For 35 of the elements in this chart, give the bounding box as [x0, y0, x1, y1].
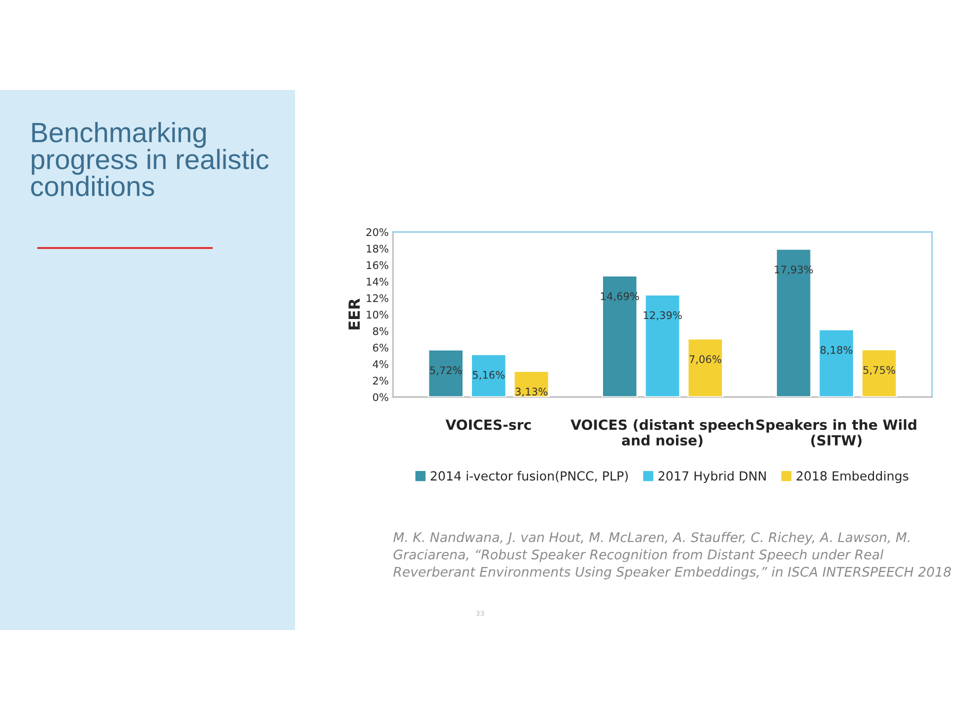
bar [776, 248, 812, 397]
x-tick-label: VOICES (distant speech and noise) [570, 419, 754, 448]
data-label: 5,72% [430, 366, 462, 376]
y-tick-label: 10% [366, 310, 388, 319]
y-tick-label: 16% [366, 261, 388, 270]
y-tick-label: 0% [372, 393, 388, 402]
bar [687, 338, 724, 397]
text: Benchmarking progress in realistic conditions [31, 122, 269, 196]
y-tick-label: 18% [366, 244, 388, 253]
data-label: 3,13% [516, 388, 548, 397]
data-label: 5,75% [863, 366, 896, 375]
bar [861, 348, 898, 397]
bar [818, 328, 854, 397]
data-label: 7,06% [690, 355, 722, 364]
y-tick-label: 20% [366, 228, 388, 236]
data-label: 5,16% [472, 370, 505, 380]
y-tick-label: 4% [372, 360, 388, 368]
legend-label: 2014 i-vector fusion(PNCC, PLP) [430, 470, 628, 482]
legend-label: 2017 Hybrid DNN [658, 470, 766, 484]
y-tick-label: 8% [373, 327, 388, 336]
text: M. K. Nandwana, J. van Hout, M. McLaren, A. Stauffer, C. Richey, A. Lawson, M. Graciarena, “Robust Speaker Recognition from Distant Speech under Real Reverberant Environments Using Speaker Embeddings,” in ISCA INTERSPEECH 2018 [393, 532, 951, 580]
y-tick-label: 12% [366, 294, 388, 302]
legend-label: 2018 Embeddings [796, 470, 908, 484]
y-tick-label: 14% [366, 278, 388, 286]
bar [428, 349, 464, 397]
y-axis-title: EER [348, 298, 360, 330]
y-tick-label: 2% [373, 376, 388, 385]
bar [644, 294, 681, 397]
x-tick-label: Speakers in the Wild (SITW) [756, 419, 916, 448]
data-label: 8,18% [820, 346, 852, 355]
x-tick-label: VOICES-src [446, 419, 531, 430]
y-tick-label: 6% [373, 344, 388, 352]
bar [513, 370, 550, 397]
bar [602, 275, 638, 397]
bar [470, 354, 507, 397]
